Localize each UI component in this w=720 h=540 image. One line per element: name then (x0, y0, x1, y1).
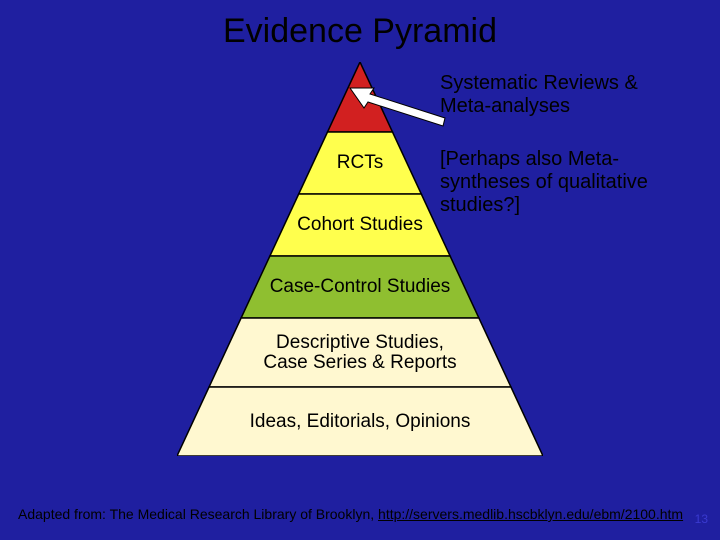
slide-title: Evidence Pyramid (0, 0, 720, 51)
footer-citation: Adapted from: The Medical Research Libra… (0, 506, 720, 522)
pyramid-layer-label: Case-Control Studies (177, 277, 543, 298)
pyramid-layer-label: Cohort Studies (177, 215, 543, 236)
arrow-icon (350, 88, 445, 126)
pyramid-layer-label: Ideas, Editorials, Opinions (177, 412, 543, 433)
annotation-systematic-reviews: Systematic Reviews &Meta-analyses (440, 72, 700, 118)
pyramid-layer-label: Descriptive Studies,Case Series & Report… (177, 333, 543, 375)
footer-link[interactable]: http://servers.medlib.hscbklyn.edu/ebm/2… (378, 506, 683, 522)
page-number: 13 (695, 512, 708, 526)
footer-source: Adapted from: The Medical Research Libra… (18, 506, 370, 522)
annotation-metasyntheses: [Perhaps also Meta-syntheses of qualitat… (440, 148, 710, 217)
